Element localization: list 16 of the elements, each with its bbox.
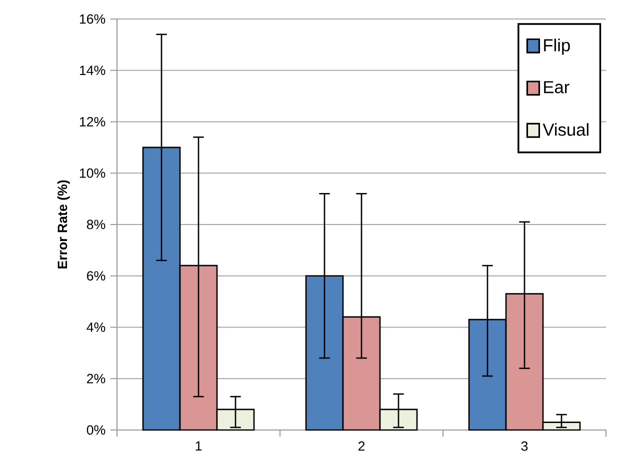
legend-label: Ear [544,81,570,94]
legend-label: Visual [542,123,588,136]
y-tick-label: 14% [80,66,106,76]
x-tick-label: 2 [358,441,365,451]
y-tick-label: 4% [86,322,106,332]
y-tick-label: 0% [86,425,106,435]
y-tick-label: 10% [80,168,106,178]
y-axis-title: Error Rate (%) [57,180,70,268]
x-tick-label: 3 [521,441,528,451]
y-tick-label: 6% [87,271,106,281]
y-tick-label: 8% [86,220,106,230]
y-tick-label: 2% [87,374,106,384]
legend-label: Flip [544,38,570,55]
y-tick-label: 16% [80,14,106,24]
x-tick-label: 1 [196,441,202,451]
y-tick-label: 12% [80,117,106,126]
